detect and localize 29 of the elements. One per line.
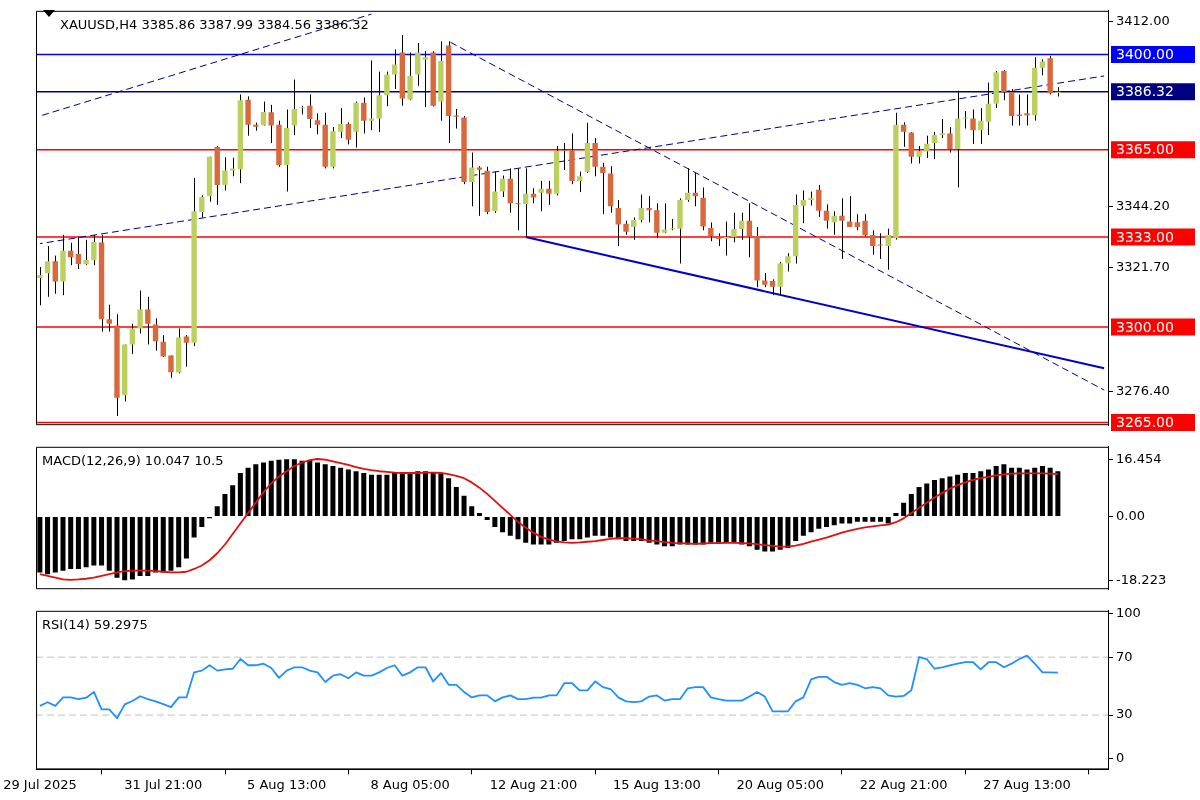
text: RSI(14) 59.2975	[42, 616, 148, 632]
x-tick-label: 12 Aug 21:00	[489, 776, 578, 792]
y-tick-label: 3344.20	[1116, 197, 1170, 213]
x-tick-label: 22 Aug 21:00	[859, 776, 948, 792]
text: XAUUSD,H4 3385.86 3387.99 3384.56 3386.32	[60, 16, 369, 32]
x-tick-label: 31 Jul 21:00	[124, 776, 203, 792]
x-tick-label: 5 Aug 13:00	[247, 776, 327, 792]
ref-line-label: 3333.00	[1116, 228, 1174, 245]
ref-line-label: 3265.00	[1116, 414, 1174, 431]
text: MACD(12,26,9) 10.047 10.5	[42, 452, 224, 468]
x-tick-label: 29 Jul 2025	[3, 776, 77, 792]
ref-line-label: 3400.00	[1116, 46, 1174, 63]
y-tick-label: 100	[1116, 605, 1141, 621]
y-tick-label: 70	[1116, 648, 1133, 664]
y-tick-label: 16.454	[1116, 450, 1162, 466]
y-tick-label: 30	[1116, 706, 1133, 722]
y-tick-label: -18.223	[1116, 571, 1167, 587]
x-tick-label: 20 Aug 05:00	[736, 776, 825, 792]
ref-line-label: 3386.32	[1116, 83, 1174, 100]
ref-line-label: 3300.00	[1116, 318, 1174, 335]
x-tick-label: 8 Aug 05:00	[370, 776, 450, 792]
y-tick-label: 3276.40	[1116, 382, 1170, 398]
y-tick-label: 0	[1116, 749, 1125, 765]
x-tick-label: 27 Aug 13:00	[983, 776, 1071, 792]
y-tick-label: 3321.70	[1116, 259, 1170, 275]
x-tick-label: 15 Aug 13:00	[613, 776, 701, 792]
y-tick-label: 0.00	[1116, 507, 1145, 523]
ref-line-label: 3365.00	[1116, 141, 1174, 158]
y-tick-label: 3412.00	[1116, 13, 1170, 29]
